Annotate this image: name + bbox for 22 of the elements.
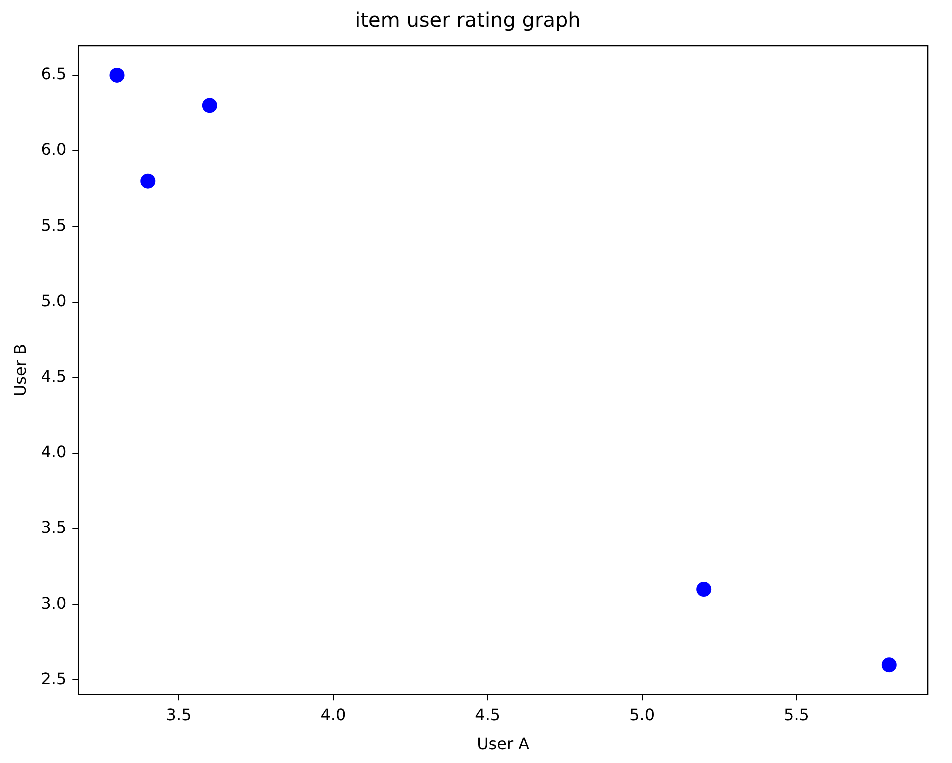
x-tick-label: 5.5 [784,705,810,724]
chart-title: item user rating graph [355,8,581,32]
y-tick-label: 2.5 [41,669,67,688]
y-tick-label: 6.0 [41,140,67,160]
y-tick-label: 3.0 [41,594,67,613]
y-axis-title: User B [10,344,30,397]
point [696,582,712,598]
x-tick-label: 4.0 [320,705,346,724]
point [202,98,218,114]
point [140,174,156,189]
point [110,68,125,83]
y-tick-label: 5.5 [41,216,67,235]
y-tick-label: 4.0 [41,442,67,462]
x-tick-label: 4.5 [475,705,501,724]
y-tick-label: 6.5 [41,64,67,84]
x-tick-label: 5.0 [630,705,656,724]
y-tick-label: 4.5 [41,367,67,386]
x-axis-title: User A [477,734,530,754]
x-tick-label: 3.5 [166,705,192,724]
point [882,658,897,673]
y-tick-label: 3.5 [41,518,67,538]
y-tick-label: 5.0 [41,291,67,310]
